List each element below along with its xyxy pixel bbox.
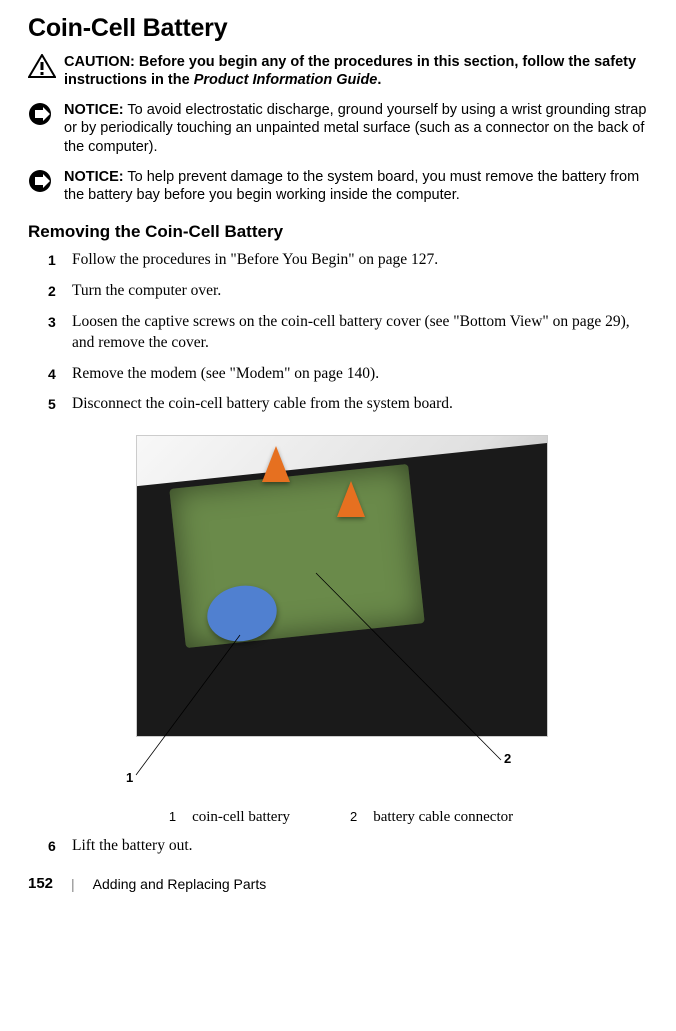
steps-list-continued: 6 Lift the battery out. [28,836,654,857]
legend-number: 1 [169,809,176,824]
step-body: Follow the procedures in "Before You Beg… [72,250,654,271]
legend-number: 2 [350,809,357,824]
footer-section-name: Adding and Replacing Parts [93,876,267,892]
section-title: Coin-Cell Battery [28,14,654,43]
subsection-title: Removing the Coin-Cell Battery [28,222,654,242]
step-item-6: 6 Lift the battery out. [48,836,654,857]
legend-text: coin-cell battery [192,809,290,826]
footer-separator: | [71,876,75,892]
step-number: 4 [48,365,72,384]
step-number: 3 [48,313,72,332]
step-number: 6 [48,837,72,856]
caution-text: CAUTION: Before you begin any of the pro… [64,53,654,89]
step-body: Turn the computer over. [72,281,654,302]
step-item-2: 2 Turn the computer over. [48,281,654,302]
legend-item-2: 2 battery cable connector [350,809,513,826]
legend-text: battery cable connector [373,809,513,826]
step-body: Disconnect the coin-cell battery cable f… [72,394,654,415]
step-body: Loosen the captive screws on the coin-ce… [72,312,654,354]
caution-triangle-icon [28,54,56,76]
step-item-5: 5 Disconnect the coin-cell battery cable… [48,394,654,415]
step-body: Lift the battery out. [72,836,654,857]
steps-list: 1 Follow the procedures in "Before You B… [28,250,654,416]
notice-text-2: NOTICE: To help prevent damage to the sy… [64,168,654,204]
step-body: Remove the modem (see "Modem" on page 14… [72,364,654,385]
notice-arrow-icon [28,169,56,191]
step-number: 5 [48,395,72,414]
step-item-1: 1 Follow the procedures in "Before You B… [48,250,654,271]
notice-arrow-icon [28,102,56,124]
notice-block-2: NOTICE: To help prevent damage to the sy… [28,168,654,204]
legend-item-1: 1 coin-cell battery [169,809,290,826]
page-number: 152 [28,875,53,892]
step-number: 2 [48,282,72,301]
figure-diagram: 1 2 [106,435,576,795]
notice-text-1: NOTICE: To avoid electrostatic discharge… [64,101,654,155]
step-item-3: 3 Loosen the captive screws on the coin-… [48,312,654,354]
caution-block: CAUTION: Before you begin any of the pro… [28,53,654,89]
diagram-image [136,435,548,737]
callout-label-1: 1 [126,770,133,785]
page-footer: 152 | Adding and Replacing Parts [28,875,654,892]
callout-label-2: 2 [504,751,511,766]
step-number: 1 [48,251,72,270]
step-item-4: 4 Remove the modem (see "Modem" on page … [48,364,654,385]
notice-block-1: NOTICE: To avoid electrostatic discharge… [28,101,654,155]
figure-legend: 1 coin-cell battery 2 battery cable conn… [28,809,654,826]
